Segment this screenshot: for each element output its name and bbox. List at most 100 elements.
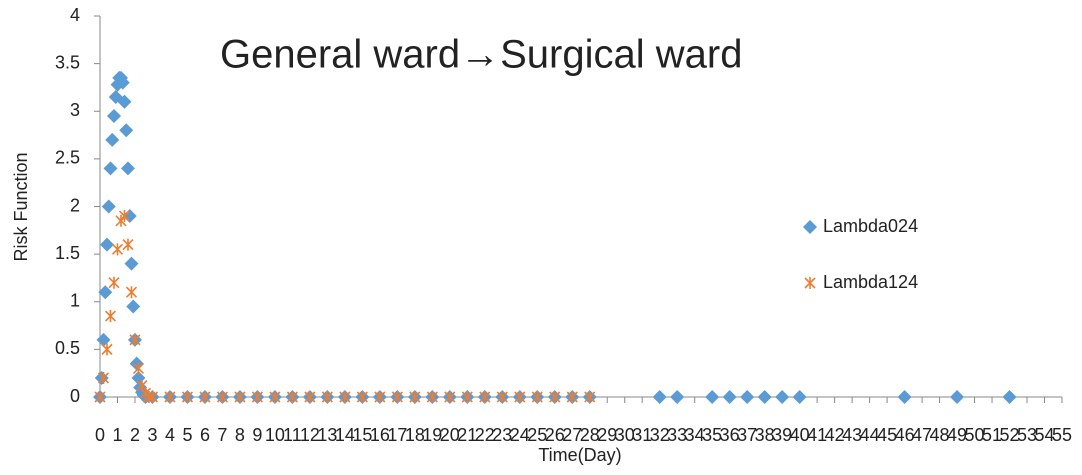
point (722, 390, 737, 404)
point (652, 390, 667, 404)
x-tick-label: 39 (772, 425, 792, 445)
point (479, 391, 491, 403)
y-tick-label: 0 (70, 386, 80, 406)
x-tick-label: 44 (860, 425, 880, 445)
legend-label: Lambda024 (823, 216, 918, 236)
point (117, 94, 132, 109)
chart-title: General ward→Surgical ward (220, 33, 742, 77)
point (96, 332, 111, 347)
point (461, 391, 473, 403)
x-tick-label: 21 (457, 425, 477, 445)
point (164, 391, 176, 403)
point (269, 391, 281, 403)
x-tick-label: 22 (475, 425, 495, 445)
x-tick-label: 31 (632, 425, 652, 445)
point (120, 161, 135, 176)
point (122, 209, 137, 224)
x-tick-label: 38 (755, 425, 775, 445)
point (705, 390, 720, 404)
x-tick-label: 48 (930, 425, 950, 445)
x-tick-label: 53 (1017, 425, 1037, 445)
point (549, 391, 561, 403)
point (321, 391, 333, 403)
point (234, 391, 246, 403)
point (125, 286, 138, 299)
point (119, 123, 134, 138)
point (199, 391, 211, 403)
point (132, 362, 145, 375)
point (94, 370, 109, 385)
x-tick-label: 34 (685, 425, 705, 445)
x-tick-label: 35 (702, 425, 722, 445)
point (101, 343, 113, 356)
y-tick-label: 1.5 (55, 243, 80, 263)
point (286, 391, 298, 403)
point (356, 391, 368, 403)
x-tick-label: 13 (317, 425, 337, 445)
x-tick-label: 40 (790, 425, 810, 445)
point (111, 243, 124, 256)
x-tick-label: 36 (720, 425, 740, 445)
legend-label: Lambda124 (823, 272, 918, 292)
point (409, 391, 421, 403)
point (105, 132, 120, 147)
x-tick-label: 27 (562, 425, 582, 445)
x-tick-label: 9 (252, 425, 262, 445)
x-tick-label: 47 (912, 425, 932, 445)
x-tick-label: 6 (200, 425, 210, 445)
y-tick-label: 4 (70, 5, 80, 25)
point (950, 390, 965, 404)
point (374, 391, 386, 403)
x-tick-label: 20 (440, 425, 460, 445)
x-tick-label: 17 (387, 425, 407, 445)
x-tick-label: 19 (422, 425, 442, 445)
x-tick-label: 10 (265, 425, 285, 445)
x-tick-label: 45 (877, 425, 897, 445)
x-tick-label: 14 (335, 425, 355, 445)
x-tick-label: 16 (370, 425, 390, 445)
y-tick-label: 1 (70, 291, 80, 311)
x-tick-label: 28 (580, 425, 600, 445)
point (146, 391, 159, 403)
x-tick-label: 37 (737, 425, 757, 445)
y-tick-label: 2.5 (55, 148, 80, 168)
x-tick-label: 8 (235, 425, 245, 445)
point (94, 391, 106, 403)
point (129, 356, 144, 371)
x-tick-label: 46 (895, 425, 915, 445)
point (304, 391, 316, 403)
x-tick-label: 54 (1034, 425, 1054, 445)
y-tick-label: 2 (70, 195, 80, 215)
x-tick-label: 55 (1052, 425, 1072, 445)
x-tick-label: 29 (597, 425, 617, 445)
point (514, 391, 526, 403)
x-axis-label: Time(Day) (538, 445, 621, 465)
point (181, 391, 194, 403)
point (566, 391, 578, 403)
point (126, 299, 141, 314)
point (97, 371, 110, 384)
point (792, 390, 807, 404)
x-tick-label: 18 (405, 425, 425, 445)
point (251, 391, 263, 403)
point (584, 391, 596, 403)
y-tick-label: 0.5 (55, 338, 80, 358)
x-tick-label: 33 (667, 425, 687, 445)
x-tick-label: 5 (182, 425, 192, 445)
x-tick-label: 23 (492, 425, 512, 445)
x-tick-label: 26 (545, 425, 565, 445)
point (118, 210, 131, 223)
x-tick-label: 0 (95, 425, 105, 445)
x-tick-label: 3 (147, 425, 157, 445)
x-tick-label: 49 (947, 425, 967, 445)
x-tick-label: 4 (165, 425, 175, 445)
point (115, 75, 130, 90)
point (339, 391, 351, 403)
x-tick-label: 43 (842, 425, 862, 445)
x-tick-label: 12 (300, 425, 320, 445)
point (775, 390, 790, 404)
x-tick-label: 52 (1000, 425, 1020, 445)
point (444, 391, 456, 403)
point (740, 390, 755, 404)
y-tick-label: 3 (70, 100, 80, 120)
